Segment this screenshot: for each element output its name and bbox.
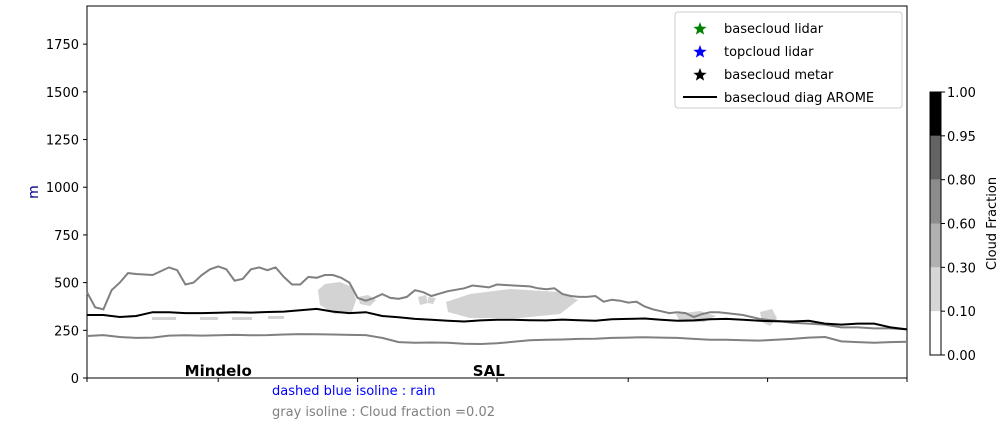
cloud-fill-region xyxy=(428,297,436,304)
cloud-fill-region xyxy=(446,289,578,318)
colorbar-segment xyxy=(930,267,941,312)
y-tick-label: 1000 xyxy=(46,181,79,196)
cloud-fill-region xyxy=(268,316,284,319)
legend-box xyxy=(674,11,903,109)
colorbar-tick-label: 0.95 xyxy=(947,130,976,145)
colorbar-segment xyxy=(930,92,941,136)
basecloud-diag-arome-line xyxy=(87,307,908,331)
legend-entry-label: topcloud lidar xyxy=(724,45,814,60)
cloud-fill-region xyxy=(318,282,356,314)
colorbar-tick-label: 0.80 xyxy=(947,174,976,189)
colorbar-tick-label: 0.30 xyxy=(947,261,976,276)
cloud-fraction-isoline xyxy=(86,333,908,346)
colorbar-segment xyxy=(930,179,941,224)
y-tick-label: 1250 xyxy=(46,134,79,149)
y-tick-label: 250 xyxy=(54,324,79,339)
legend-star-icon xyxy=(693,22,707,35)
colorbar-segment xyxy=(930,223,941,268)
legend-entry-label: basecloud diag AROME xyxy=(724,91,874,106)
cloud-fraction-isoline xyxy=(86,265,908,331)
colorbar-segment xyxy=(930,135,941,180)
cloud-fill-region xyxy=(232,317,252,320)
cloud-fill-region xyxy=(200,317,218,320)
colorbar-tick-label: 0.60 xyxy=(947,218,976,233)
y-tick-label: 1500 xyxy=(46,86,79,101)
cloud-fill-region xyxy=(760,309,777,326)
y-axis-label: m xyxy=(26,185,42,199)
colorbar-tick-label: 1.00 xyxy=(947,86,976,101)
colorbar-label: Cloud Fraction xyxy=(985,177,1000,270)
legend-entry-label: basecloud lidar xyxy=(724,22,824,37)
rain-isoline-note: dashed blue isoline : rain xyxy=(272,384,436,399)
colorbar-tick-label: 0.10 xyxy=(947,305,976,320)
cloud-fill-region xyxy=(418,295,428,305)
y-tick-label: 0 xyxy=(71,372,79,387)
legend-star-icon xyxy=(693,68,707,81)
legend-star-icon xyxy=(693,45,707,58)
cloud-fill-region xyxy=(152,317,176,320)
y-tick-label: 1750 xyxy=(46,38,79,53)
station-label: Mindelo xyxy=(185,362,252,380)
colorbar-tick-label: 0.00 xyxy=(947,349,976,364)
station-label: SAL xyxy=(473,362,505,380)
y-tick-label: 500 xyxy=(54,277,79,292)
cloud-fraction-isoline-note: gray isoline : Cloud fraction =0.02 xyxy=(272,405,496,420)
colorbar-segment xyxy=(930,311,941,355)
legend-entry-label: basecloud metar xyxy=(724,68,834,83)
y-tick-label: 750 xyxy=(54,229,79,244)
